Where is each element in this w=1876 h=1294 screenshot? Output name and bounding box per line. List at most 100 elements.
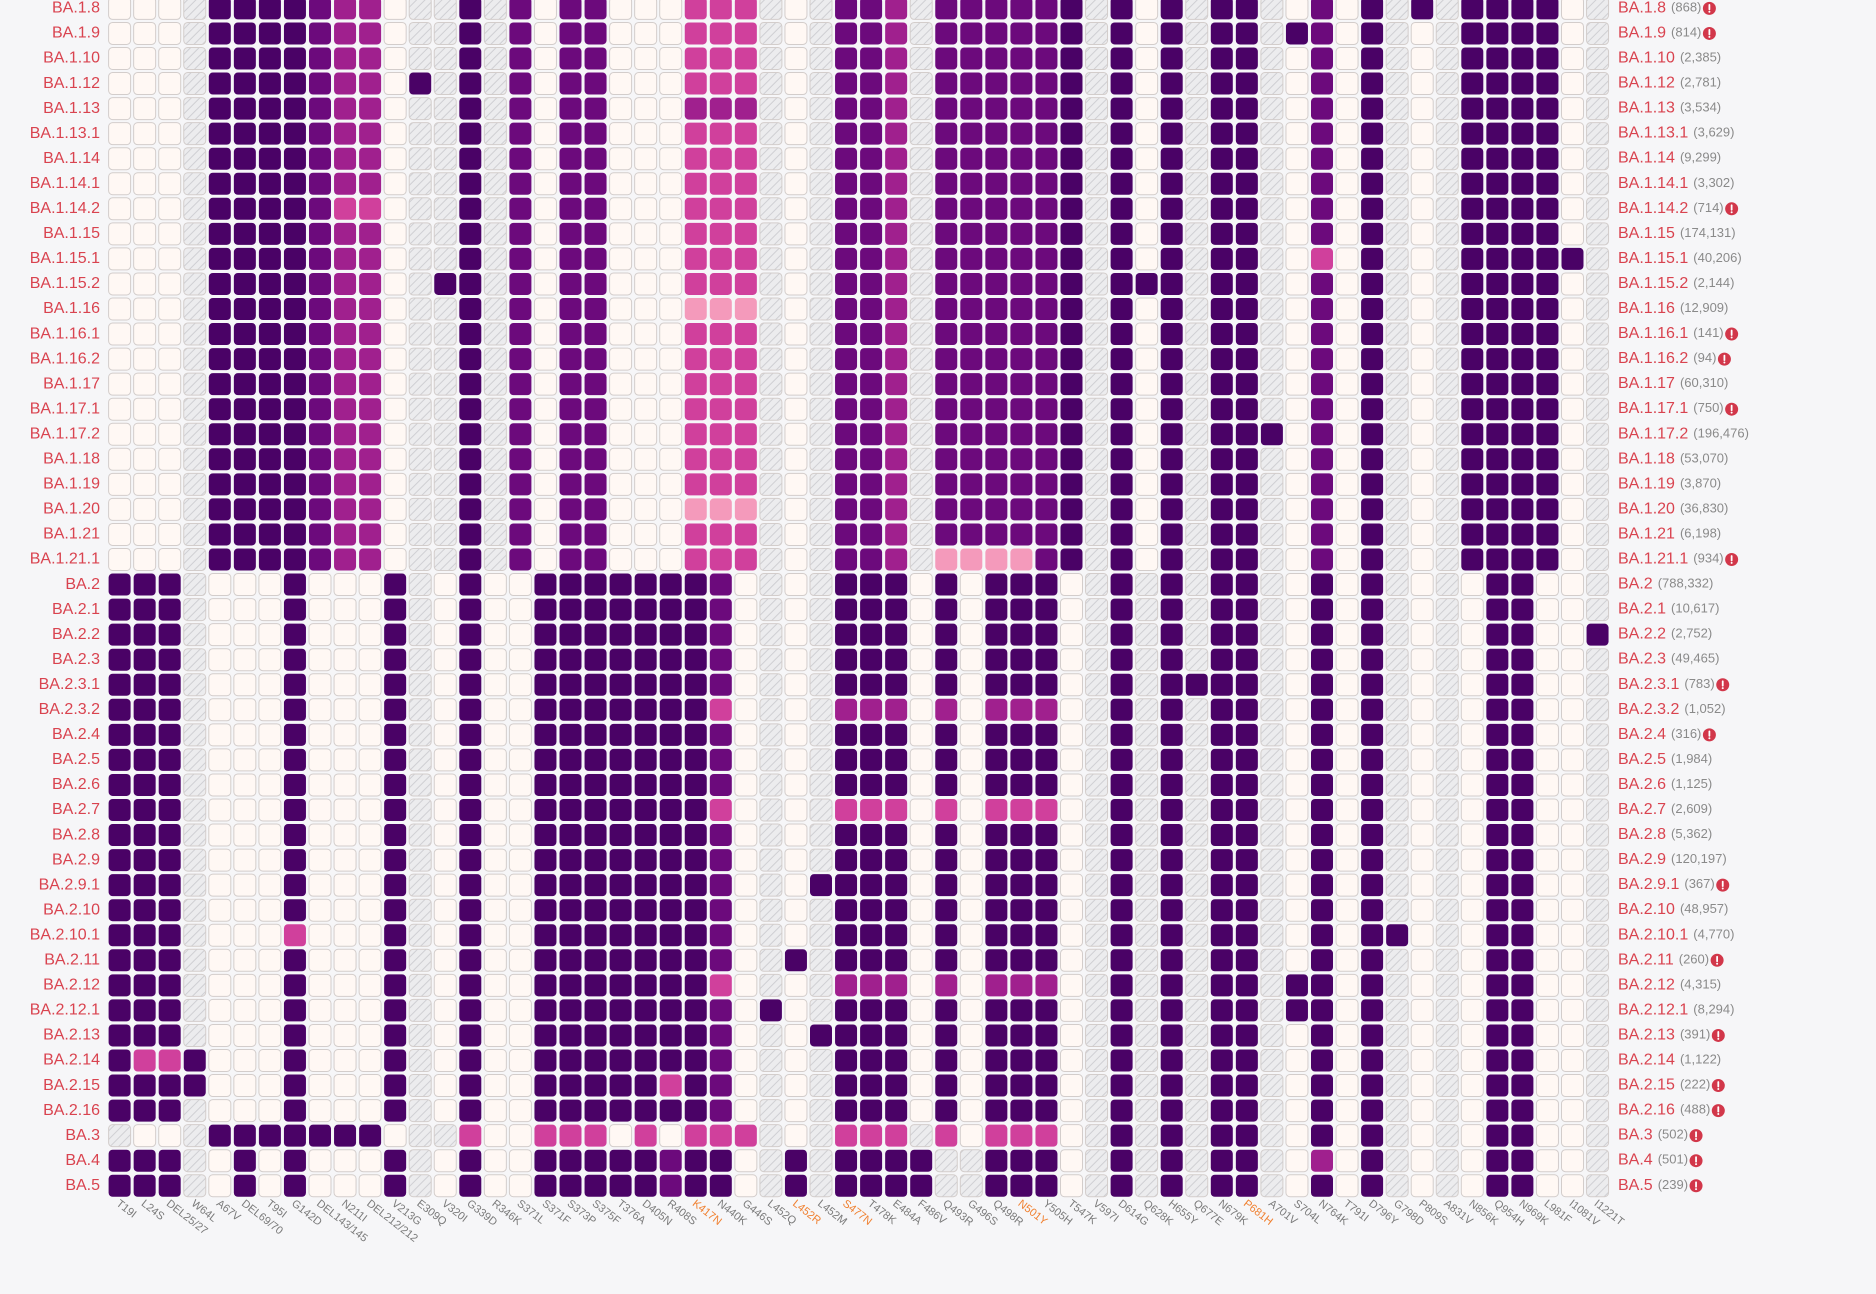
cell (835, 924, 858, 947)
cell (1385, 372, 1409, 396)
cell (909, 973, 933, 997)
cell (684, 773, 707, 796)
row-label-right: BA.3 (502) (1618, 1127, 1688, 1144)
cell (258, 648, 282, 672)
cell (534, 849, 557, 872)
cell (1135, 1099, 1159, 1123)
cell (258, 723, 282, 747)
cell (1511, 849, 1534, 872)
cell (759, 247, 783, 271)
cell (835, 122, 858, 145)
cell (358, 573, 382, 597)
cell (283, 648, 306, 671)
cell (1335, 698, 1359, 722)
row-label-right: BA.2.4 (316) (1618, 726, 1701, 743)
sequence-count: (141) (1693, 325, 1723, 340)
cell (1235, 799, 1258, 821)
row-label: BA.2.8 (52, 826, 100, 843)
cell (1361, 72, 1384, 95)
cell (1385, 848, 1409, 872)
cell (534, 1149, 557, 1172)
cell (709, 222, 732, 245)
cell (784, 949, 807, 972)
cell (1160, 874, 1183, 897)
cell (1410, 422, 1434, 446)
cell (1085, 823, 1109, 847)
cell (158, 874, 181, 897)
cell (433, 673, 457, 697)
cell (1461, 222, 1484, 245)
cell (960, 448, 983, 471)
cell (483, 673, 507, 697)
cell (809, 948, 833, 972)
cell (1361, 648, 1384, 671)
cell (1085, 723, 1109, 747)
row-label: BA.2.4 (52, 726, 100, 743)
cell (158, 773, 181, 796)
cell (308, 573, 332, 597)
cell (333, 1023, 357, 1047)
cell (1185, 447, 1209, 471)
cell (1185, 773, 1209, 797)
cell (533, 447, 557, 471)
cell (559, 348, 582, 371)
cell (1335, 573, 1359, 597)
cell (1160, 0, 1183, 20)
cell (885, 523, 908, 546)
cell (1511, 673, 1534, 696)
cell (1135, 147, 1159, 171)
cell (433, 648, 457, 672)
cell (909, 522, 933, 546)
cell (133, 522, 157, 546)
cell (1210, 548, 1233, 571)
cell (1536, 122, 1559, 145)
cell (835, 47, 858, 70)
cell (1235, 523, 1258, 546)
cell (734, 147, 757, 170)
cell (1035, 799, 1058, 821)
cell (1586, 0, 1610, 20)
cell (233, 1174, 256, 1197)
cell (634, 999, 657, 1022)
cell (1561, 873, 1584, 897)
cell (1486, 0, 1509, 20)
cell (1410, 773, 1434, 797)
cell (459, 272, 482, 295)
cell (534, 999, 557, 1022)
cell (659, 849, 682, 872)
cell (959, 1124, 983, 1148)
cell (784, 898, 808, 922)
lineage-name: BA.2.14 (1618, 1052, 1675, 1069)
cell (208, 698, 232, 722)
lineage-name: BA.2.7 (1618, 801, 1666, 818)
cell (1410, 723, 1434, 747)
cell (860, 373, 883, 396)
cell (1511, 623, 1534, 646)
cell (1335, 798, 1359, 822)
cell (1486, 122, 1509, 145)
cell (1586, 1099, 1610, 1123)
cell (860, 247, 883, 270)
cell (483, 1124, 507, 1148)
lineage-name: BA.1.20 (1618, 501, 1675, 518)
cell (835, 272, 858, 295)
cell (985, 197, 1008, 220)
cell (909, 873, 933, 897)
cell (1460, 998, 1484, 1022)
cell (358, 1099, 382, 1123)
cell (1210, 423, 1233, 446)
cell (1235, 1099, 1258, 1122)
cell (1385, 47, 1409, 70)
cell (1586, 873, 1610, 897)
cell (1586, 898, 1610, 922)
cell (734, 247, 757, 270)
cell (1486, 272, 1509, 295)
row-label-right: BA.2.16 (488) (1618, 1102, 1710, 1119)
cell (433, 748, 457, 772)
row-label-right: BA.2.11 (260) (1618, 952, 1709, 969)
cell (759, 923, 783, 947)
cell (309, 197, 331, 220)
lineage-name: BA.1.16.2 (1618, 350, 1688, 367)
cell (1260, 823, 1284, 847)
cell (158, 974, 181, 997)
